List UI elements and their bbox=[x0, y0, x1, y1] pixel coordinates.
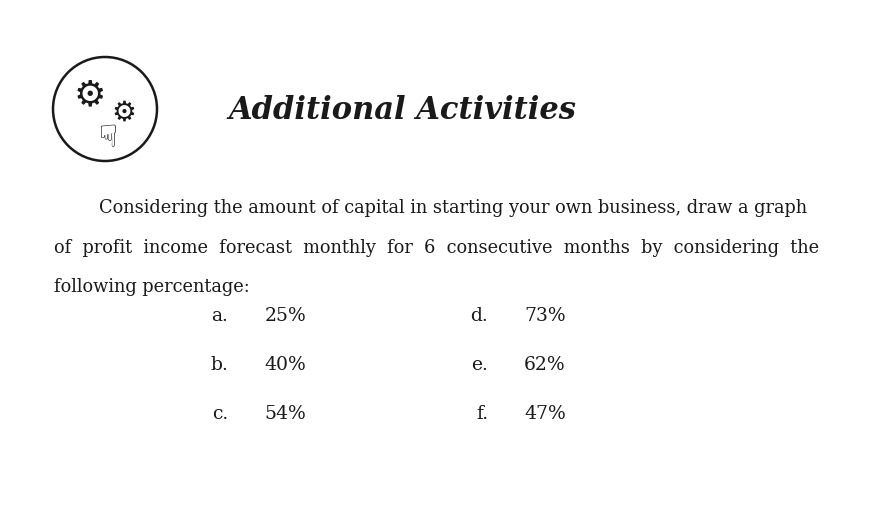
Text: 25%: 25% bbox=[264, 307, 306, 325]
Text: f.: f. bbox=[476, 405, 488, 423]
Text: 40%: 40% bbox=[264, 356, 306, 374]
Text: c.: c. bbox=[212, 405, 228, 423]
Text: ⚙: ⚙ bbox=[73, 78, 107, 112]
Text: 73%: 73% bbox=[524, 307, 565, 325]
Text: of  profit  income  forecast  monthly  for  6  consecutive  months  by  consider: of profit income forecast monthly for 6 … bbox=[54, 238, 819, 257]
Text: 62%: 62% bbox=[524, 356, 565, 374]
Text: a.: a. bbox=[211, 307, 228, 325]
Text: Additional Activities: Additional Activities bbox=[228, 95, 576, 126]
Text: 54%: 54% bbox=[264, 405, 306, 423]
Text: e.: e. bbox=[471, 356, 488, 374]
Text: 47%: 47% bbox=[524, 405, 566, 423]
Text: ☞: ☞ bbox=[89, 123, 117, 151]
Text: following percentage:: following percentage: bbox=[54, 278, 249, 297]
Text: b.: b. bbox=[211, 356, 228, 374]
Text: Considering the amount of capital in starting your own business, draw a graph: Considering the amount of capital in sta… bbox=[54, 199, 807, 217]
Text: ⚙: ⚙ bbox=[112, 99, 136, 127]
Text: d.: d. bbox=[470, 307, 488, 325]
